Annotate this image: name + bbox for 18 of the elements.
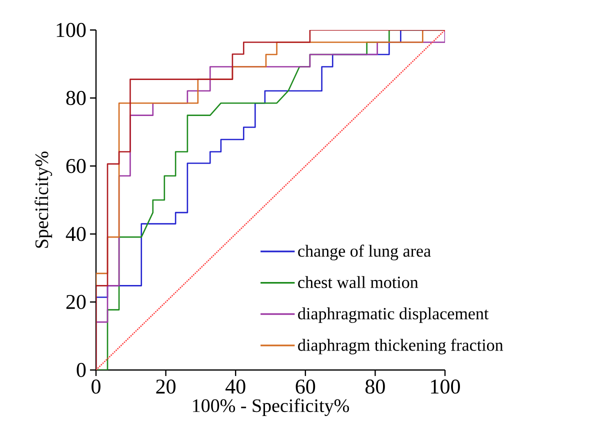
y-tick-label: 40 <box>66 226 86 242</box>
x-tick-label: 60 <box>296 380 316 394</box>
legend-label: change of lung area <box>298 244 431 260</box>
x-tick-label: 80 <box>366 380 385 394</box>
x-tick-label: 0 <box>92 380 100 394</box>
x-tick-label: 40 <box>226 380 246 394</box>
legend-label: chest wall motion <box>298 276 418 288</box>
x-axis-title: 100% - Specificity% <box>193 398 349 416</box>
y-tick-label: 100 <box>56 22 86 38</box>
y-tick-label: 60 <box>66 158 86 174</box>
legend-label: diaphragm thickening fraction <box>298 338 504 354</box>
x-tick-label: 20 <box>156 380 176 394</box>
y-tick-label: 80 <box>66 90 86 106</box>
legend-label: diaphragmatic displacement <box>298 307 489 323</box>
y-tick-label: 20 <box>66 294 86 310</box>
y-axis-title: Specificity% <box>34 152 52 248</box>
y-tick-label: 0 <box>76 362 86 378</box>
x-tick-label: 100 <box>431 380 460 394</box>
